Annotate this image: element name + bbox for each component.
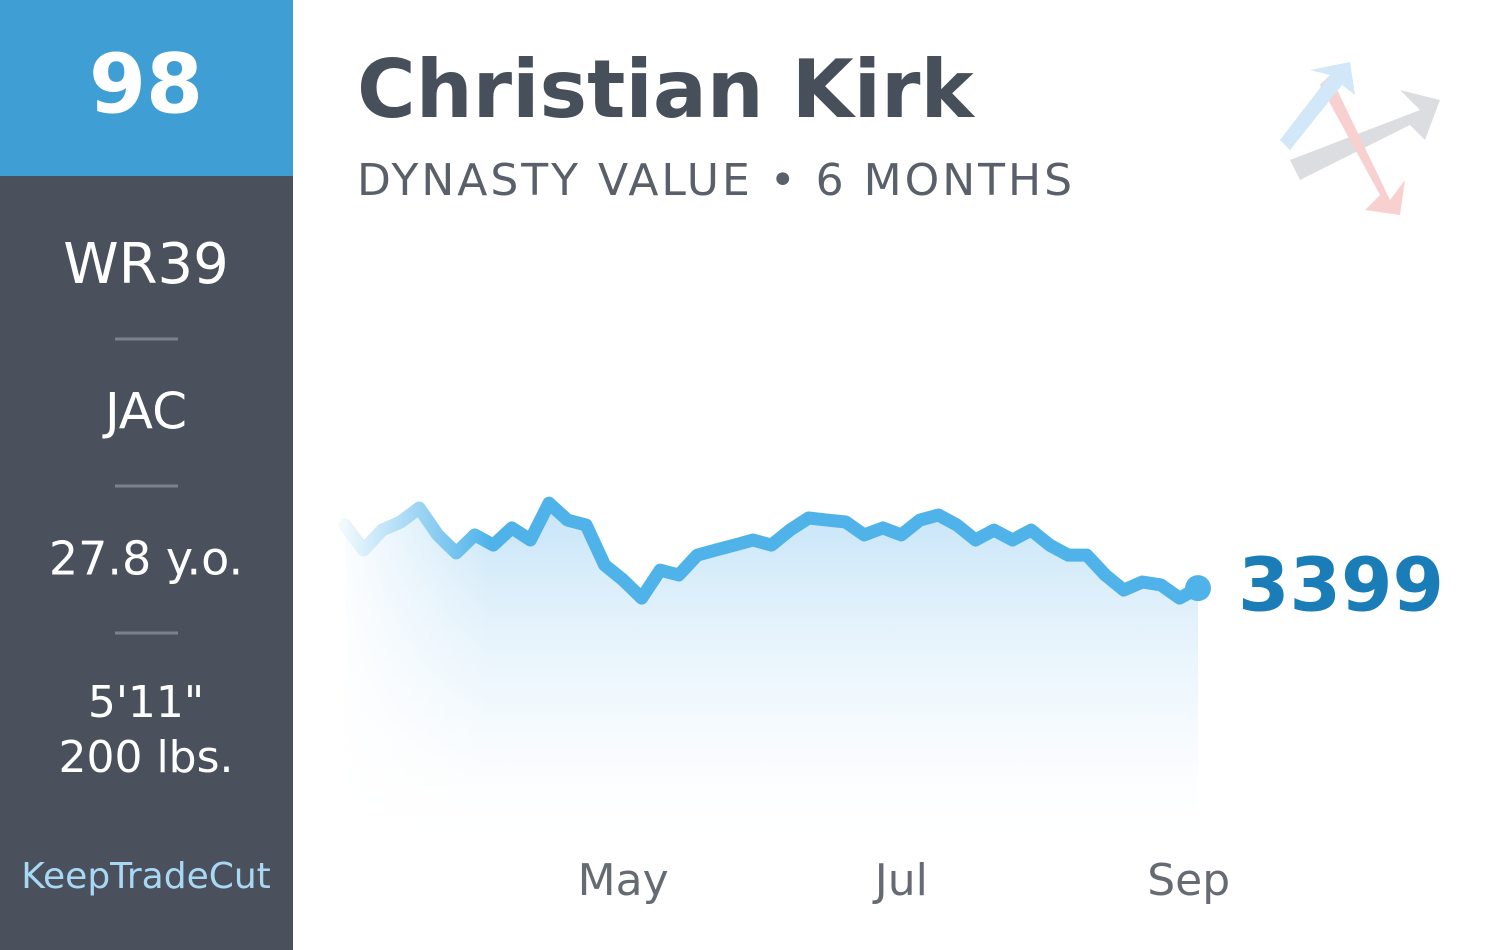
rank-box <box>0 0 293 176</box>
x-tick-label: Sep <box>1147 855 1230 906</box>
area <box>345 503 1198 830</box>
rank: 98 <box>89 37 203 132</box>
weight: 200 lbs. <box>58 732 233 783</box>
height: 5'11" <box>88 677 204 728</box>
logo <box>1280 62 1440 215</box>
end-dot <box>1185 575 1211 602</box>
brand: KeepTradeCut <box>21 856 271 897</box>
chart-title: Christian Kirk <box>357 43 975 136</box>
chart-subtitle: DYNASTY VALUE • 6 MONTHS <box>357 155 1075 206</box>
position-rank: WR39 <box>63 232 229 297</box>
age: 27.8 y.o. <box>49 532 243 586</box>
left-fade <box>330 292 490 840</box>
plot: May Jul Sep 3399 <box>330 292 1444 906</box>
value-label: 3399 <box>1238 543 1444 629</box>
x-tick-label: Jul <box>872 855 928 906</box>
team: JAC <box>102 383 187 441</box>
x-tick-label: May <box>578 855 669 906</box>
